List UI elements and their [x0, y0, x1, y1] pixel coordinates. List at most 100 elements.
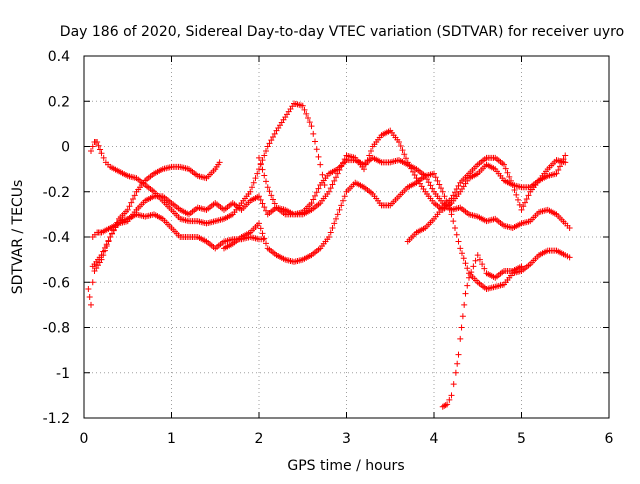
data-point — [501, 161, 507, 168]
data-point — [319, 171, 326, 178]
data-point — [256, 154, 262, 161]
data-point — [448, 195, 455, 202]
data-point — [396, 138, 402, 145]
data-point — [518, 206, 525, 213]
data-point — [523, 195, 530, 202]
data-point — [259, 200, 266, 207]
data-point — [257, 225, 264, 232]
data-point — [515, 196, 521, 203]
data-point — [401, 151, 408, 158]
data-point — [338, 163, 345, 170]
y-tick-label: -1.2 — [43, 411, 70, 427]
x-tick-label: 0 — [80, 431, 89, 447]
data-point — [315, 153, 322, 160]
data-point — [336, 206, 343, 213]
y-tick-label: 0.4 — [48, 49, 70, 65]
data-point — [425, 179, 432, 186]
data-point — [270, 196, 276, 203]
data-point — [436, 181, 443, 188]
data-point — [366, 152, 373, 159]
data-point — [97, 146, 104, 153]
data-point — [88, 148, 94, 155]
data-point — [452, 224, 458, 231]
series-arc8 — [439, 252, 525, 410]
data-point — [444, 401, 451, 408]
data-point — [442, 402, 449, 409]
data-point — [502, 165, 509, 172]
data-point — [100, 154, 107, 161]
data-point — [474, 252, 481, 259]
data-point — [128, 199, 135, 206]
data-point — [98, 150, 105, 157]
data-point — [105, 237, 112, 244]
data-point — [336, 167, 343, 174]
data-point — [464, 265, 471, 272]
data-point — [411, 172, 418, 179]
data-point — [257, 160, 264, 167]
data-point — [340, 197, 346, 204]
data-point — [457, 245, 464, 252]
data-point — [89, 279, 96, 286]
data-point — [446, 396, 453, 403]
data-point — [260, 236, 267, 243]
data-point — [458, 324, 465, 331]
data-point — [308, 123, 315, 130]
data-point — [89, 143, 96, 150]
data-point — [476, 256, 483, 263]
data-point — [312, 138, 318, 145]
data-point — [481, 265, 488, 272]
data-point — [427, 182, 434, 189]
data-point — [305, 114, 311, 121]
data-point — [85, 286, 92, 293]
y-tick-label: -0.8 — [43, 321, 70, 337]
y-tick-label: -1 — [56, 366, 70, 382]
data-point — [266, 188, 273, 195]
series-arc7 — [404, 152, 569, 245]
data-point — [88, 301, 94, 308]
x-tick-label: 5 — [517, 431, 526, 447]
data-point — [303, 110, 310, 117]
data-point — [306, 119, 313, 126]
data-point — [334, 170, 341, 177]
data-layer — [85, 100, 573, 410]
data-point — [264, 184, 271, 191]
series-arc2 — [89, 159, 223, 270]
data-point — [329, 181, 336, 188]
data-point — [247, 188, 254, 195]
data-point — [326, 234, 332, 240]
data-point — [509, 181, 516, 188]
x-tick-label: 1 — [167, 431, 176, 447]
data-point — [252, 175, 259, 182]
data-point — [308, 200, 315, 207]
data-point — [331, 220, 338, 227]
data-point — [256, 220, 262, 227]
data-point — [455, 351, 462, 358]
data-point — [268, 137, 275, 144]
data-point — [271, 200, 278, 207]
data-point — [516, 201, 523, 208]
data-point — [259, 230, 266, 237]
grid-layer — [84, 56, 609, 418]
data-point — [257, 196, 264, 203]
data-point — [470, 263, 477, 270]
data-point — [399, 147, 406, 154]
data-point — [455, 182, 462, 189]
tick-layer — [83, 55, 610, 419]
data-point — [368, 148, 374, 155]
data-point — [461, 301, 468, 308]
data-point — [312, 192, 318, 199]
data-point — [460, 255, 467, 262]
tick-label-layer: 0 1 2 3 4 5 6 -1.2 -1 -0.8 -0.6 -0.4 -0.2 0 0.2 0.4 — [43, 49, 614, 447]
data-point — [364, 157, 371, 164]
data-point — [452, 369, 459, 376]
data-point — [553, 170, 560, 177]
data-point — [131, 192, 138, 199]
data-point — [263, 148, 269, 155]
data-point — [446, 206, 453, 213]
chart-title: Day 186 of 2020, Sidereal Day-to-day VTE… — [60, 24, 624, 40]
data-point — [259, 166, 266, 173]
data-point — [268, 192, 275, 199]
data-point — [520, 203, 527, 210]
data-point — [334, 211, 341, 218]
